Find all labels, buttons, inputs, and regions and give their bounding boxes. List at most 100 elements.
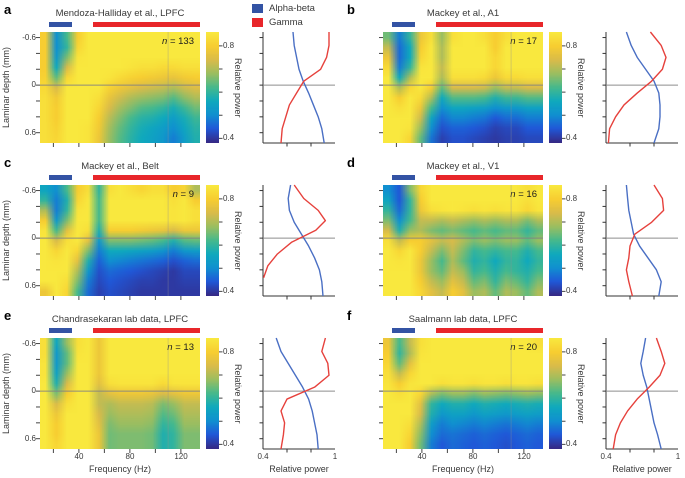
panel-title: Mendoza-Halliday et al., LPFC [55, 8, 185, 19]
colorbar [206, 32, 219, 143]
colorbar-tick-label: 0.8 [566, 194, 578, 203]
alpha-beta-range-bar [392, 175, 415, 180]
panel-a: a Mendoza-Halliday et al., LPFC Laminar … [0, 2, 342, 152]
power-tick-label: 1 [675, 452, 681, 461]
heatmap [40, 185, 200, 296]
axes-and-lineplot [379, 31, 678, 147]
colorbar-tick-label: 0.4 [223, 286, 235, 295]
legend-label: Alpha-beta [269, 3, 315, 14]
x-tick-label: 40 [417, 452, 427, 461]
gamma-range-bar [93, 22, 200, 27]
y-tick-label: 0 [31, 80, 36, 89]
colorbar [549, 185, 562, 296]
y-tick-label: 0 [31, 386, 36, 395]
power-tick-label: 0.4 [600, 452, 612, 461]
power-tick-label: 1 [332, 452, 338, 461]
gamma-range-bar [93, 175, 200, 180]
power-tick-label: 0.4 [257, 452, 269, 461]
axes-and-lineplot [36, 31, 335, 147]
colorbar-tick-label: 0.8 [223, 194, 235, 203]
colorbar-tick-label: 0.8 [223, 41, 235, 50]
panel-f: f Saalmann lab data, LPFC n = 20 0.8 0.4… [343, 308, 685, 478]
legend-label: Gamma [269, 17, 303, 28]
alpha-beta-range-bar [392, 22, 415, 27]
alpha-beta-range-bar [49, 175, 72, 180]
colorbar-tick-label: 0.4 [566, 286, 578, 295]
alpha-beta-range-bar [49, 328, 72, 333]
y-tick-label: 0.6 [24, 434, 36, 443]
heatmap [383, 185, 543, 296]
panel-title: Mackey et al., Belt [81, 161, 159, 172]
panel-letter: e [4, 308, 12, 323]
panel-c: c Mackey et al., Belt Laminar depth (mm)… [0, 155, 342, 305]
colorbar [549, 338, 562, 449]
y-tick-label: -0.6 [22, 339, 36, 348]
gamma-range-bar [93, 328, 200, 333]
colorbar-label: Relative power [233, 57, 243, 118]
heatmap [40, 338, 200, 449]
panel-b: b Mackey et al., A1 n = 17 0.8 0.4 Relat… [343, 2, 685, 152]
panel-letter: c [4, 155, 12, 170]
colorbar [206, 185, 219, 296]
panel-title: Mackey et al., A1 [426, 8, 500, 19]
sample-size-label: n = 20 [510, 342, 537, 353]
colorbar-label: Relative power [233, 210, 243, 271]
heatmap [383, 32, 543, 143]
legend: Alpha-beta Gamma [252, 3, 315, 31]
panel-letter: a [4, 2, 12, 17]
y-tick-label: -0.6 [22, 33, 36, 42]
panel-letter: b [347, 2, 355, 17]
colorbar [206, 338, 219, 449]
sample-size-label: n = 9 [172, 189, 194, 200]
axes-and-lineplot [379, 184, 678, 300]
gamma-swatch [252, 18, 263, 27]
lineplot-x-axis-label: Relative power [612, 464, 672, 474]
colorbar-tick-label: 0.4 [223, 133, 235, 142]
axes-and-lineplot [36, 184, 335, 300]
colorbar-tick-label: 0.8 [566, 41, 578, 50]
lineplot-x-axis-label: Relative power [269, 464, 329, 474]
colorbar-tick-label: 0.8 [223, 347, 235, 356]
gamma-range-bar [436, 22, 543, 27]
x-axis-label: Frequency (Hz) [88, 464, 151, 474]
legend-item-gamma: Gamma [252, 17, 315, 28]
colorbar-label: Relative power [576, 57, 586, 118]
sample-size-label: n = 17 [510, 36, 537, 47]
panel-title: Saalmann lab data, LPFC [408, 314, 518, 325]
panel-d: d Mackey et al., V1 n = 16 0.8 0.4 Relat… [343, 155, 685, 305]
gamma-range-bar [436, 328, 543, 333]
x-axis-label: Frequency (Hz) [431, 464, 494, 474]
y-tick-label: 0.6 [24, 281, 36, 290]
colorbar-tick-label: 0.4 [223, 439, 235, 448]
alpha-beta-range-bar [49, 22, 72, 27]
colorbar-tick-label: 0.4 [566, 439, 578, 448]
panel-title: Mackey et al., V1 [426, 161, 500, 172]
colorbar-label: Relative power [576, 210, 586, 271]
x-tick-label: 40 [74, 452, 84, 461]
panel-title: Chandrasekaran lab data, LPFC [51, 314, 189, 325]
colorbar [549, 32, 562, 143]
sample-size-label: n = 133 [162, 36, 194, 47]
x-tick-label: 80 [125, 452, 135, 461]
x-tick-label: 80 [468, 452, 478, 461]
panel-e: e Chandrasekaran lab data, LPFC Laminar … [0, 308, 342, 478]
alpha-beta-range-bar [392, 328, 415, 333]
panel-letter: d [347, 155, 355, 170]
colorbar-label: Relative power [576, 363, 586, 424]
y-tick-label: -0.6 [22, 186, 36, 195]
y-tick-label: 0 [31, 233, 36, 242]
gamma-range-bar [436, 175, 543, 180]
alpha-beta-swatch [252, 4, 263, 13]
sample-size-label: n = 16 [510, 189, 537, 200]
axes-and-lineplot [379, 337, 678, 453]
sample-size-label: n = 13 [167, 342, 194, 353]
colorbar-label: Relative power [233, 363, 243, 424]
colorbar-tick-label: 0.8 [566, 347, 578, 356]
y-tick-label: 0.6 [24, 128, 36, 137]
panel-letter: f [347, 308, 352, 323]
x-tick-label: 120 [517, 452, 531, 461]
colorbar-tick-label: 0.4 [566, 133, 578, 142]
axes-and-lineplot [36, 337, 335, 453]
heatmap [40, 32, 200, 143]
